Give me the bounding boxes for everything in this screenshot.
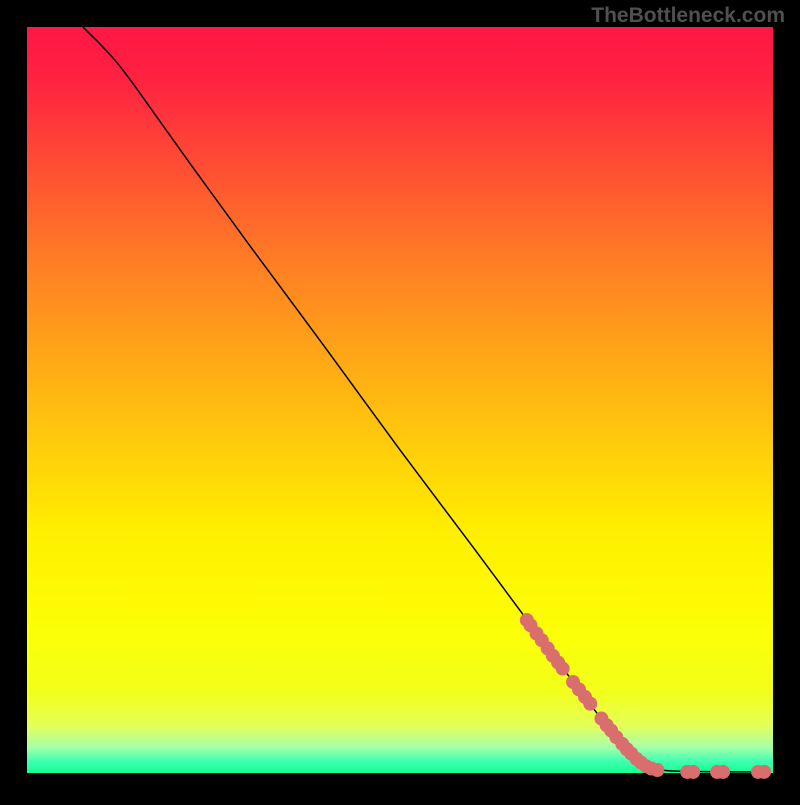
data-marker [757,765,771,779]
data-marker [583,697,597,711]
watermark-text: TheBottleneck.com [591,4,785,28]
chart-container: TheBottleneck.com [0,0,800,800]
data-marker [686,765,700,779]
data-marker [556,662,570,676]
data-marker [716,765,730,779]
chart-background [27,27,773,773]
data-marker [650,763,664,777]
chart-svg [0,0,800,800]
